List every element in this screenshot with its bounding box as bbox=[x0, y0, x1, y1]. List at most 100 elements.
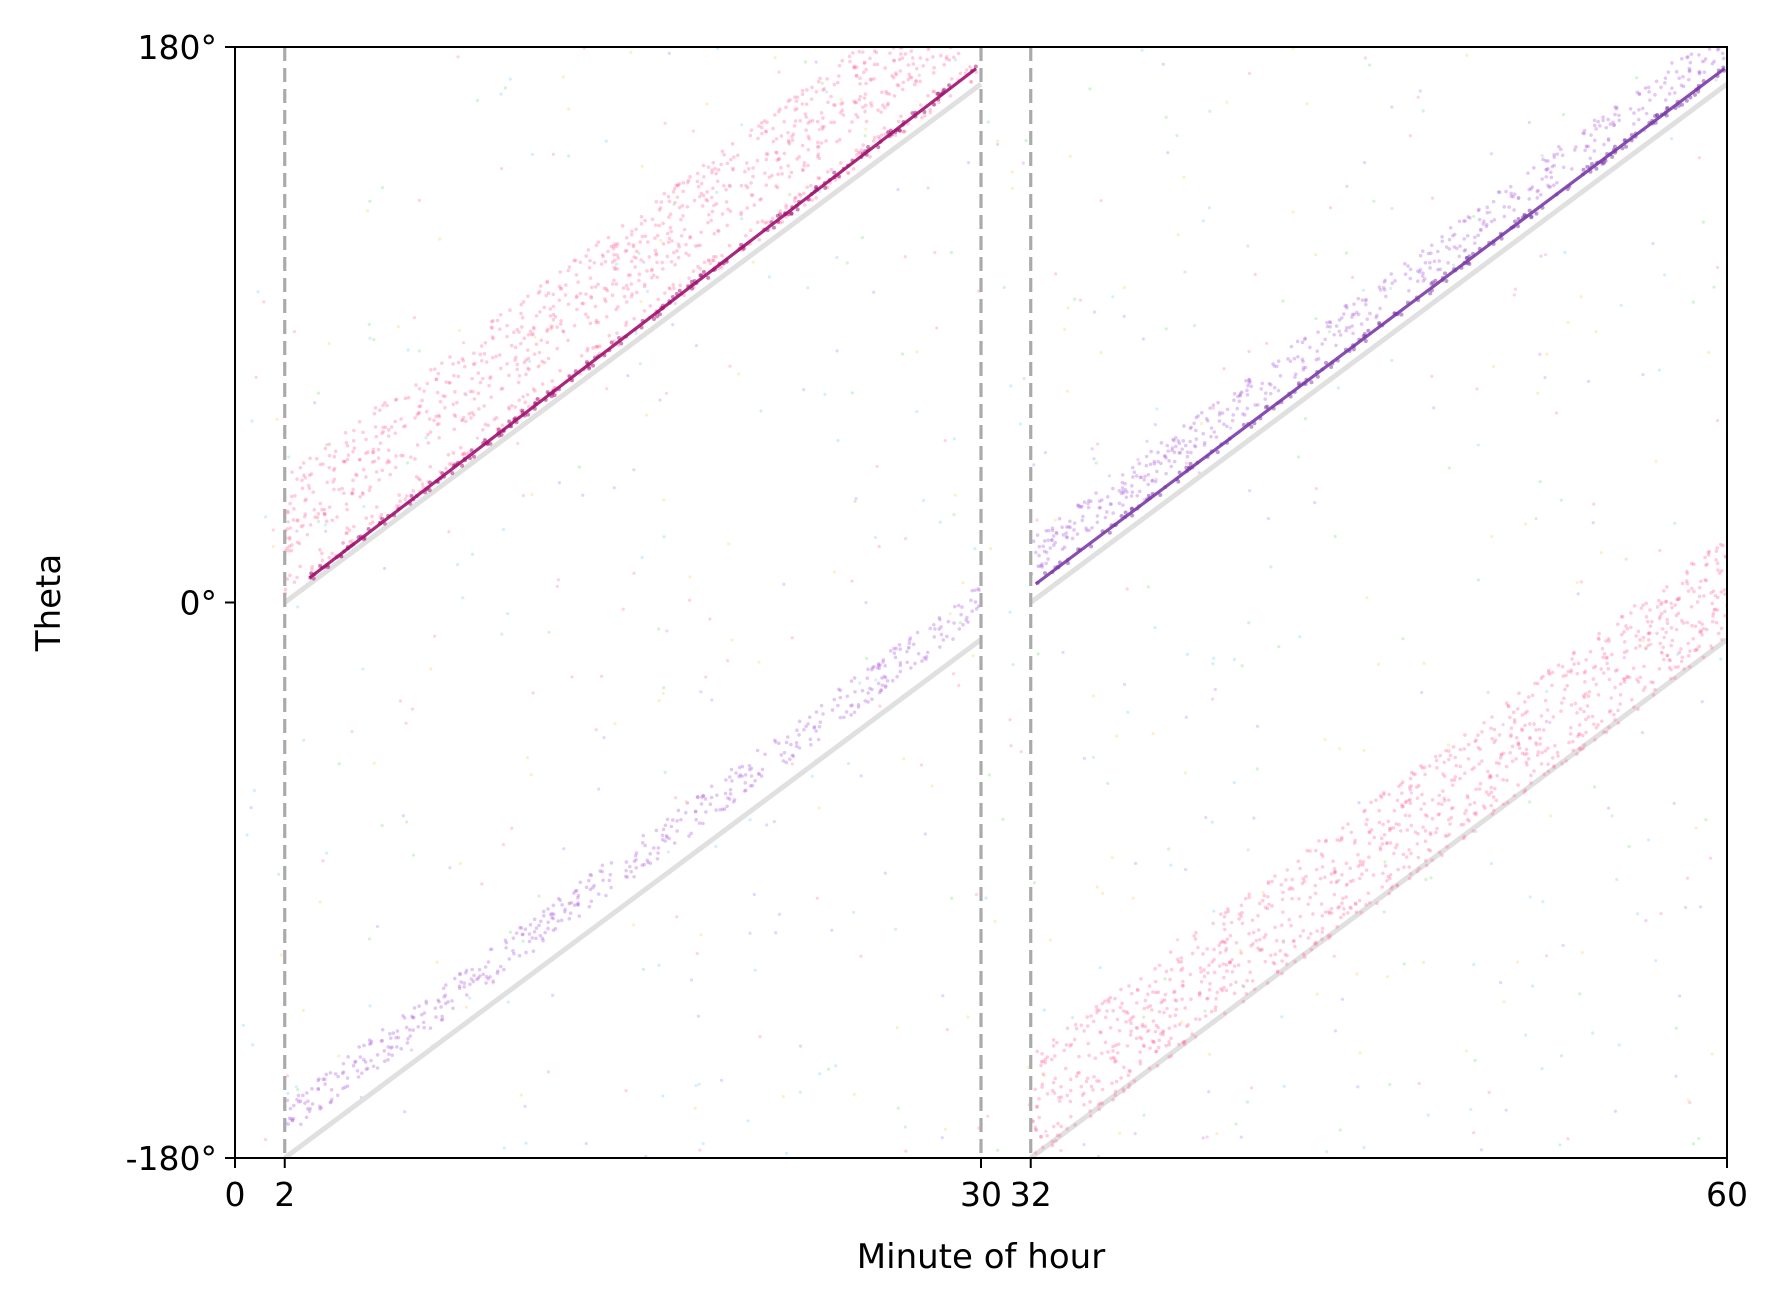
band-point bbox=[1465, 234, 1470, 238]
band-point bbox=[1361, 863, 1365, 867]
band-point bbox=[517, 330, 521, 334]
band-point bbox=[399, 1047, 404, 1051]
band-point bbox=[857, 49, 862, 54]
band-point bbox=[507, 373, 511, 378]
band-point bbox=[1462, 219, 1466, 223]
band-point bbox=[1228, 933, 1233, 938]
band-point bbox=[310, 564, 315, 569]
series-point bbox=[325, 563, 330, 568]
band-point bbox=[1415, 842, 1420, 846]
band-point bbox=[868, 77, 873, 82]
noise-point bbox=[1208, 109, 1212, 113]
band-point bbox=[900, 87, 905, 92]
series-point bbox=[522, 413, 527, 418]
band-point bbox=[830, 708, 835, 712]
band-point bbox=[666, 195, 671, 199]
band-point bbox=[1437, 812, 1442, 816]
band-point bbox=[1586, 694, 1591, 698]
noise-point bbox=[1098, 966, 1102, 970]
band-point bbox=[1514, 735, 1519, 740]
band-point bbox=[852, 710, 857, 715]
band-point bbox=[1449, 806, 1454, 811]
noise-point bbox=[1476, 578, 1480, 582]
band-point bbox=[1572, 650, 1576, 655]
noise-point bbox=[1183, 867, 1188, 872]
series-point bbox=[617, 335, 622, 340]
noise-point bbox=[1691, 1142, 1696, 1146]
band-point bbox=[386, 458, 390, 463]
band-point bbox=[798, 193, 803, 198]
series-point bbox=[1195, 460, 1200, 465]
noise-point bbox=[1211, 662, 1215, 666]
band-point bbox=[786, 140, 791, 144]
band-point bbox=[556, 919, 561, 923]
band-point bbox=[1056, 1121, 1060, 1126]
band-point bbox=[1676, 597, 1680, 601]
band-point bbox=[1422, 765, 1427, 770]
band-point bbox=[634, 249, 639, 254]
band-point bbox=[1223, 927, 1227, 932]
band-point bbox=[1446, 749, 1451, 753]
band-point bbox=[749, 766, 754, 771]
band-point bbox=[1247, 959, 1251, 964]
band-point bbox=[1364, 822, 1368, 827]
noise-point bbox=[1355, 972, 1359, 976]
band-point bbox=[697, 194, 702, 199]
band-point bbox=[1057, 516, 1062, 521]
noise-point bbox=[271, 528, 275, 532]
noise-point bbox=[1660, 651, 1664, 655]
band-point bbox=[341, 541, 345, 545]
band-point bbox=[822, 124, 826, 129]
band-point bbox=[668, 225, 673, 230]
band-point bbox=[1068, 1099, 1073, 1104]
band-point bbox=[1517, 746, 1522, 750]
band-point bbox=[593, 285, 598, 289]
band-point bbox=[696, 795, 700, 799]
noise-point bbox=[279, 953, 283, 957]
band-point bbox=[1164, 969, 1169, 974]
band-point bbox=[1183, 443, 1188, 448]
noise-point bbox=[245, 833, 249, 837]
band-point bbox=[710, 168, 714, 172]
band-point bbox=[558, 898, 563, 903]
band-point bbox=[681, 214, 685, 218]
band-point bbox=[1224, 963, 1229, 967]
band-point bbox=[1706, 553, 1711, 557]
band-point bbox=[1641, 688, 1646, 692]
series-point bbox=[1633, 134, 1638, 139]
noise-point bbox=[834, 1064, 838, 1068]
band-point bbox=[856, 115, 860, 119]
band-point bbox=[1535, 196, 1540, 200]
noise-point bbox=[1402, 962, 1406, 966]
noise-point bbox=[1357, 800, 1361, 805]
band-point bbox=[1440, 235, 1444, 239]
band-point bbox=[1117, 1028, 1122, 1033]
band-point bbox=[447, 380, 452, 385]
band-point bbox=[604, 893, 608, 898]
band-point bbox=[472, 413, 476, 417]
band-point bbox=[491, 319, 495, 323]
band-point bbox=[1523, 711, 1528, 715]
band-point bbox=[460, 356, 465, 361]
series-point bbox=[639, 325, 644, 330]
band-point bbox=[1593, 664, 1598, 669]
band-point bbox=[526, 332, 531, 337]
noise-point bbox=[1644, 647, 1648, 651]
band-point bbox=[1338, 838, 1342, 843]
band-point bbox=[1118, 1005, 1123, 1010]
band-point bbox=[1596, 723, 1600, 727]
band-point bbox=[693, 809, 698, 814]
noise-point bbox=[1641, 639, 1645, 643]
band-point bbox=[505, 334, 509, 339]
noise-point bbox=[798, 1044, 803, 1048]
noise-point bbox=[748, 818, 752, 822]
band-point bbox=[1369, 800, 1373, 805]
band-point bbox=[789, 170, 794, 175]
band-point bbox=[350, 492, 354, 496]
band-point bbox=[1065, 1093, 1070, 1098]
band-point bbox=[855, 153, 859, 157]
band-point bbox=[1640, 106, 1645, 111]
band-point bbox=[779, 134, 784, 138]
series-point bbox=[380, 517, 385, 522]
band-point bbox=[664, 834, 669, 838]
